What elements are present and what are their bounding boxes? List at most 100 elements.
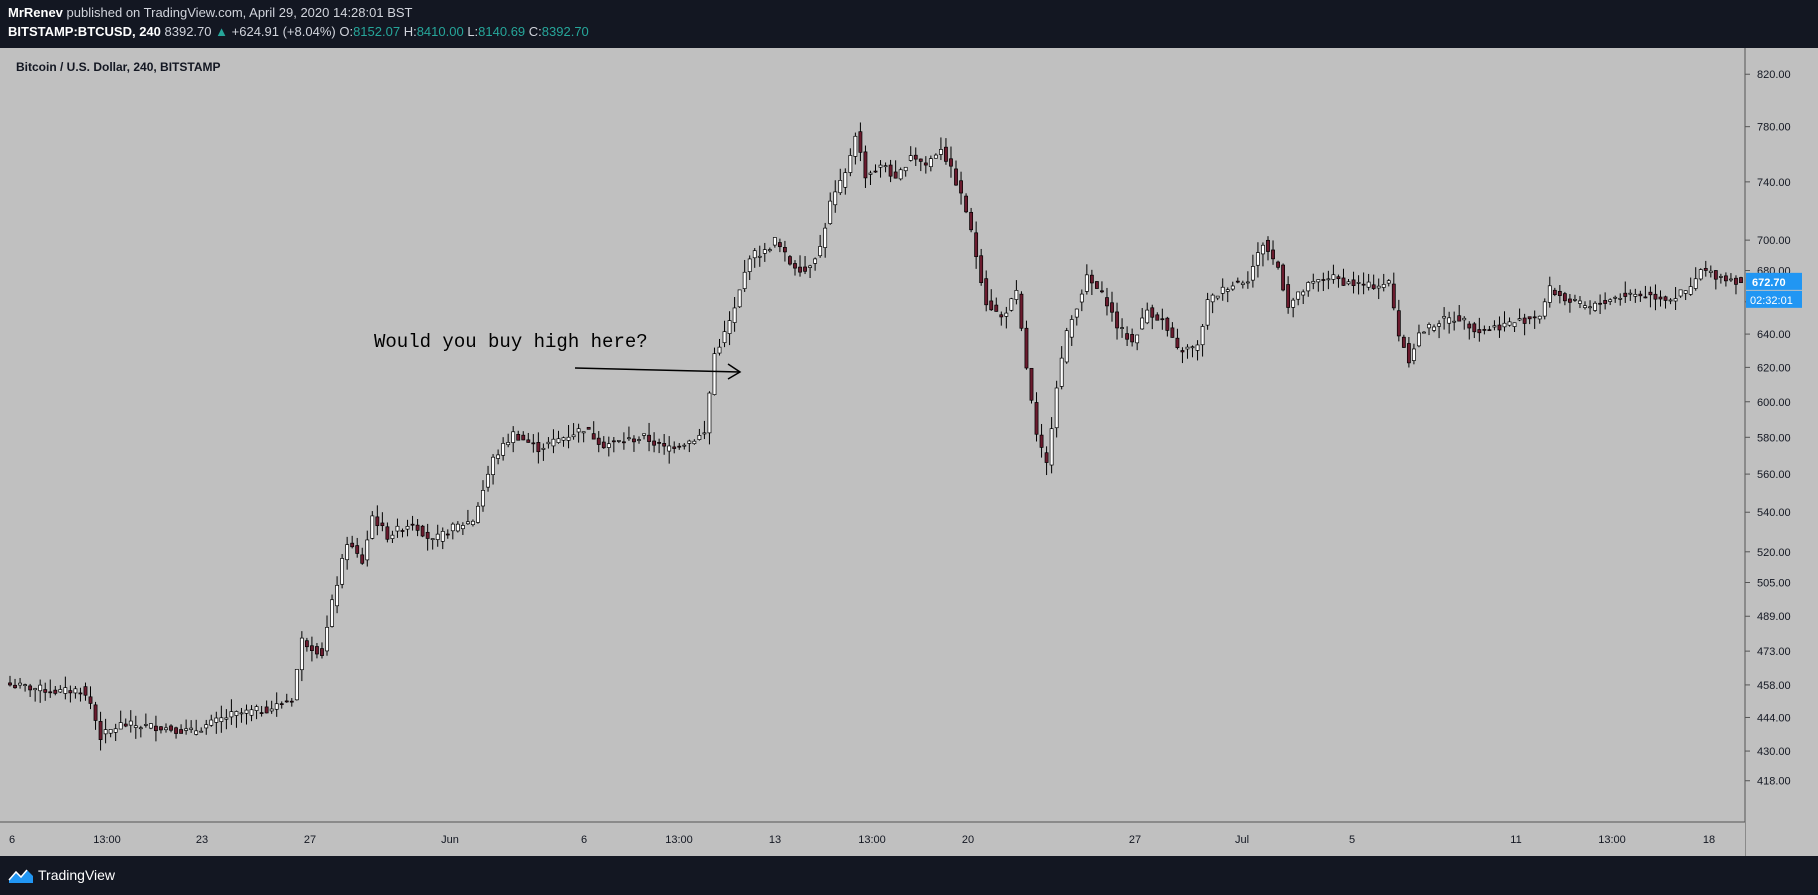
candle-up <box>757 255 762 258</box>
candle-up <box>234 711 239 716</box>
y-tick-label: 700.00 <box>1757 235 1791 247</box>
tradingview-logo-icon[interactable] <box>8 868 34 884</box>
candle-down <box>385 526 390 540</box>
candle-up <box>219 717 224 722</box>
candle-up <box>541 447 546 450</box>
candle-up <box>390 534 395 539</box>
candle-up <box>1678 289 1683 297</box>
candle-up <box>1688 286 1693 295</box>
candle-down <box>1568 298 1572 303</box>
candle-down <box>677 445 682 448</box>
candle-up <box>1256 252 1260 266</box>
candle-down <box>1155 314 1160 321</box>
candle-up <box>133 725 138 728</box>
candle-down <box>611 440 616 443</box>
candlestick-chart[interactable]: Bitcoin / U.S. Dollar, 240, BITSTAMP 820… <box>0 48 1818 856</box>
candle-down <box>1371 284 1376 289</box>
candle-down <box>1406 343 1411 364</box>
candle-up <box>707 392 712 434</box>
candle-up <box>571 434 576 438</box>
candle-down <box>284 700 289 703</box>
candle-up <box>1417 332 1421 347</box>
x-tick-label: 13 <box>769 834 781 846</box>
candle-up <box>1512 322 1517 327</box>
last-price-tag[interactable]: 672.70 02:32:01 <box>1746 272 1802 308</box>
candle-up <box>1381 283 1386 288</box>
candle-down <box>1024 327 1029 369</box>
y-tick-label: 430.00 <box>1757 746 1791 758</box>
candle-down <box>169 725 173 731</box>
candle-up <box>727 320 732 334</box>
y-tick-label: 520.00 <box>1757 547 1791 559</box>
close-value: 8392.70 <box>541 24 589 39</box>
author-name[interactable]: MrRenev <box>8 5 63 20</box>
candle-down <box>1160 318 1165 321</box>
candle-down <box>310 645 314 652</box>
candle-up <box>1140 317 1145 330</box>
candle-up <box>1578 300 1582 304</box>
candle-down <box>1557 290 1562 296</box>
y-tick-label: 780.00 <box>1757 122 1791 134</box>
candle-up <box>1693 278 1698 289</box>
candle-up <box>476 505 480 523</box>
candle-up <box>939 149 943 155</box>
candle-up <box>1004 312 1009 317</box>
annotation[interactable]: Would you buy high here? <box>374 331 742 380</box>
candle-up <box>1291 299 1296 308</box>
candle-up <box>1326 278 1331 281</box>
y-tick-label: 505.00 <box>1757 577 1791 589</box>
candle-down <box>632 438 636 443</box>
candle-down <box>1351 279 1356 286</box>
candle-down <box>1552 289 1557 296</box>
tradingview-brand[interactable]: TradingView <box>38 867 116 883</box>
chart-area[interactable]: Bitcoin / U.S. Dollar, 240, BITSTAMP 820… <box>0 48 1818 856</box>
x-tick-label: 27 <box>304 834 316 846</box>
candle-down <box>279 703 284 706</box>
candle-up <box>435 533 440 540</box>
price-axis[interactable] <box>1745 48 1818 856</box>
candle-down <box>410 523 415 526</box>
candle-down <box>154 725 158 732</box>
candle-down <box>863 151 868 179</box>
candle-up <box>1447 317 1452 324</box>
candle-up <box>762 249 767 254</box>
candle-up <box>118 722 123 730</box>
close-label: C: <box>528 24 542 39</box>
change-value: +624.91 (+8.04%) <box>231 24 336 39</box>
candle-down <box>1019 293 1024 329</box>
candle-up <box>1452 320 1457 323</box>
candle-up <box>325 626 329 652</box>
candle-down <box>53 689 58 694</box>
candle-up <box>1311 281 1316 284</box>
candle-up <box>18 682 22 686</box>
candle-up <box>138 727 143 730</box>
candle-up <box>687 440 692 444</box>
x-tick-label: 5 <box>1349 834 1355 846</box>
candle-down <box>591 433 596 440</box>
candle-up <box>1135 334 1140 344</box>
symbol-label[interactable]: BITSTAMP:BTCUSD, 240 <box>8 24 161 39</box>
candle-up <box>1301 291 1306 296</box>
candle-down <box>521 434 526 441</box>
candle-up <box>224 717 229 720</box>
candle-up <box>1386 280 1391 284</box>
candle-up <box>63 687 68 694</box>
candle-up <box>1225 289 1230 292</box>
candle-up <box>1437 323 1441 327</box>
candle-up <box>1331 274 1336 280</box>
candle-up <box>1427 324 1431 329</box>
candle-up <box>229 711 234 718</box>
candle-up <box>209 719 214 726</box>
candle-up <box>1220 286 1225 294</box>
candle-up <box>1573 298 1577 301</box>
y-tick-label: 444.00 <box>1757 712 1791 724</box>
candle-up <box>692 440 697 444</box>
candle-down <box>1467 323 1472 329</box>
candle-up <box>491 456 495 475</box>
candle-down <box>350 542 355 548</box>
plot-background[interactable] <box>0 48 1745 856</box>
candle-up <box>1422 331 1426 334</box>
candle-down <box>1603 300 1608 304</box>
time-axis[interactable] <box>0 822 1745 856</box>
candle-up <box>561 437 566 441</box>
